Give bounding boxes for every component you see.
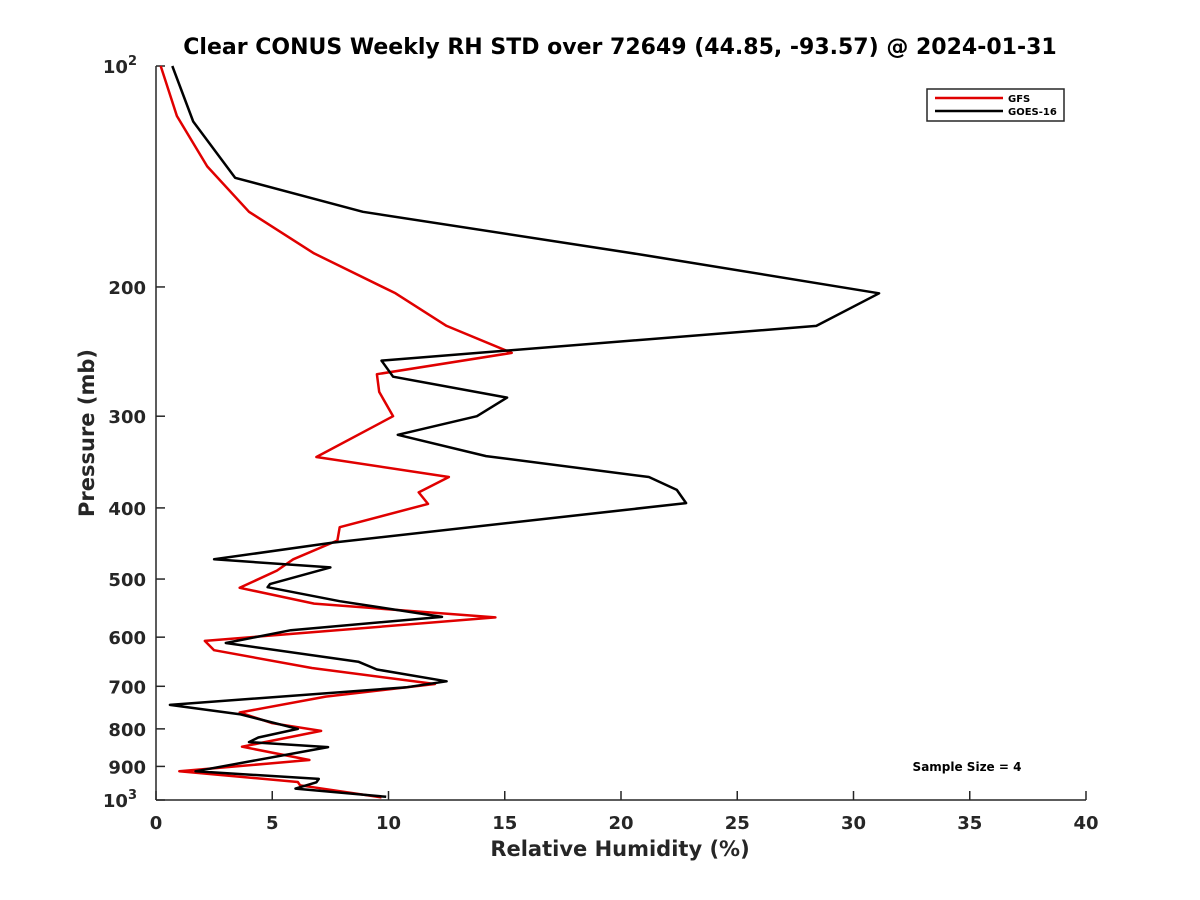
x-axis-ticks: 0 5 10 15 20 25 30 35 40: [150, 791, 1099, 834]
legend-label: GOES-16: [1008, 107, 1057, 118]
y-tick-label: 300: [108, 407, 146, 428]
legend-label: GFS: [1008, 94, 1030, 105]
y-tick-label: 400: [108, 499, 146, 520]
x-tick-label: 40: [1073, 813, 1098, 834]
y-tick-label: 700: [108, 677, 146, 698]
x-tick-label: 35: [957, 813, 982, 834]
y-tick-label: 800: [108, 720, 146, 741]
x-tick-label: 20: [608, 813, 633, 834]
x-tick-label: 5: [266, 813, 279, 834]
y-tick-label: 102: [103, 54, 137, 78]
y-axis-label: Pressure (mb): [75, 349, 99, 517]
x-tick-label: 0: [150, 813, 163, 834]
x-axis-label: Relative Humidity (%): [490, 837, 749, 861]
sample-size-annotation: Sample Size = 4: [913, 760, 1022, 774]
y-tick-label: 200: [108, 278, 146, 299]
series-line-gfs: [159, 65, 513, 799]
x-tick-label: 15: [492, 813, 517, 834]
series-lines: [159, 65, 881, 799]
legend: GFS GOES-16: [926, 88, 1065, 122]
x-tick-label: 30: [841, 813, 866, 834]
chart-title: Clear CONUS Weekly RH STD over 72649 (44…: [183, 35, 1056, 60]
y-axis-ticks: 102 200 300 400 500 600 700 800 900 103: [103, 54, 165, 812]
y-tick-label: 900: [108, 757, 146, 778]
y-tick-label: 103: [103, 788, 137, 812]
series-line-goes-16: [168, 65, 881, 799]
plot-area: [155, 66, 1086, 801]
y-tick-label: 600: [108, 628, 146, 649]
x-tick-label: 25: [725, 813, 750, 834]
legend-box: [926, 88, 1065, 122]
x-tick-label: 10: [376, 813, 401, 834]
y-tick-label: 500: [108, 570, 146, 591]
